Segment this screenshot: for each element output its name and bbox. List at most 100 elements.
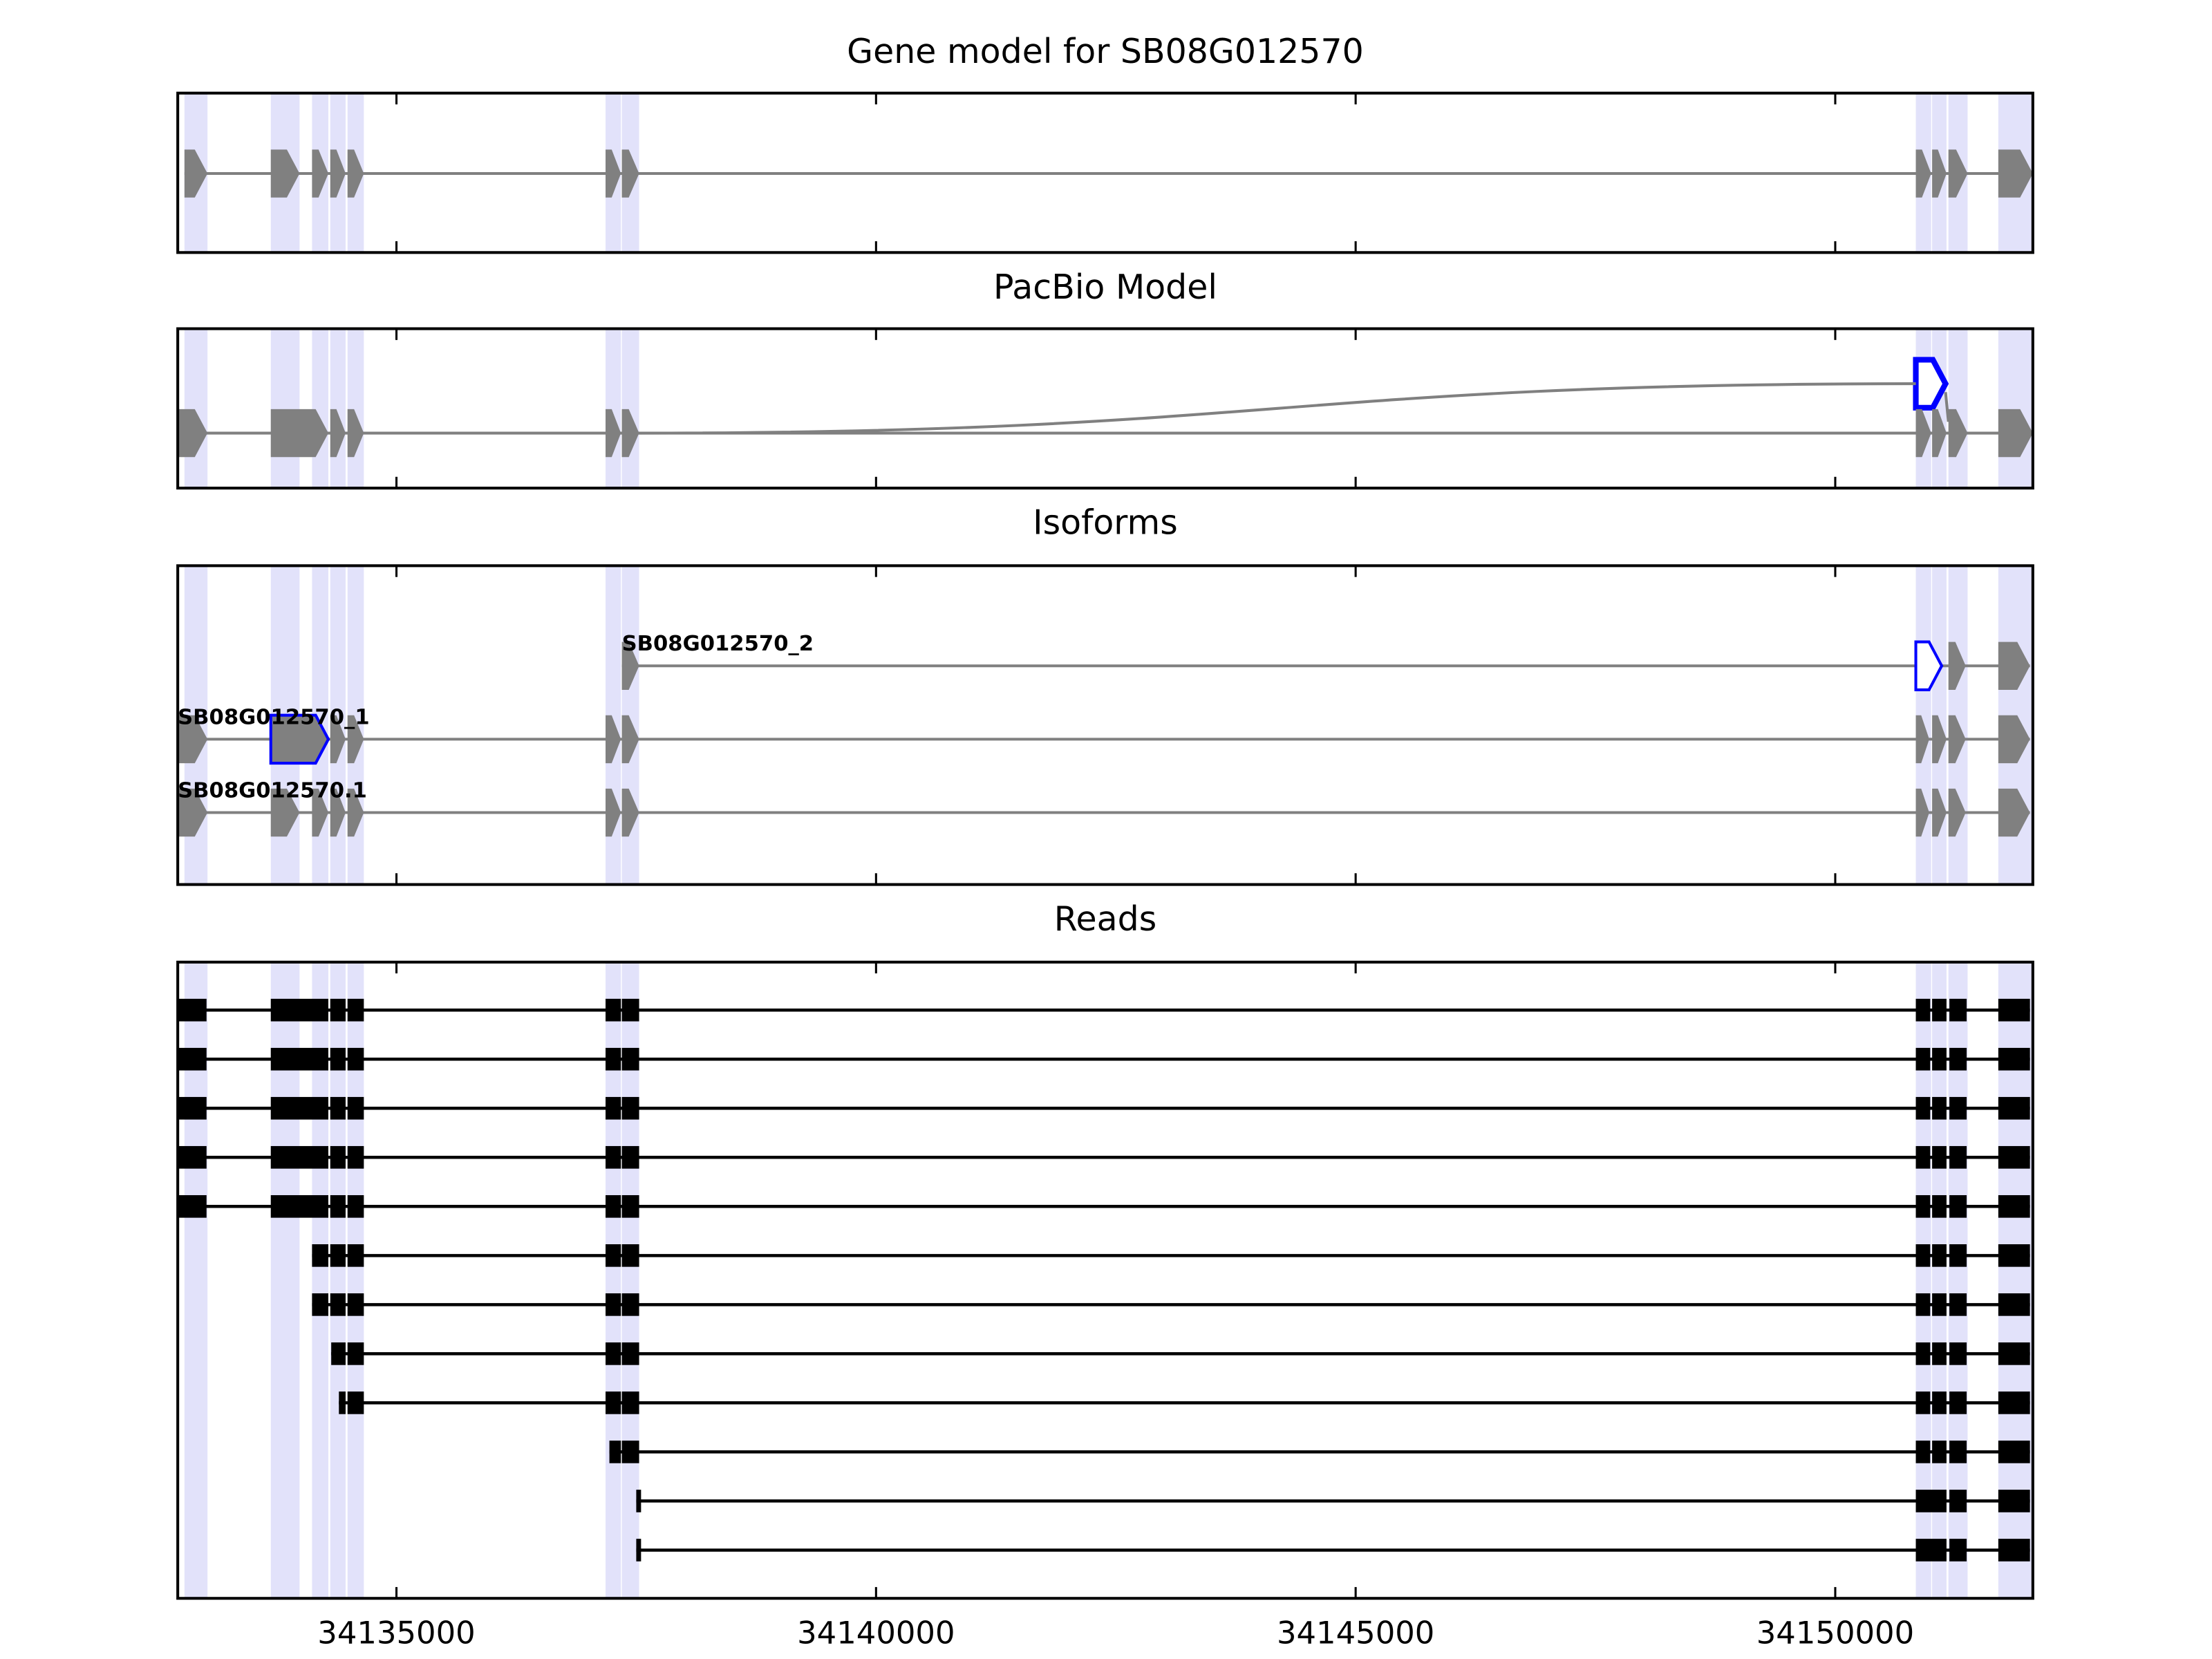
exon [347, 788, 364, 837]
exon [312, 788, 329, 837]
read-block [621, 1441, 639, 1463]
read-block [621, 1391, 639, 1414]
panel-frame [176, 91, 2034, 254]
exon [1932, 409, 1947, 458]
read-block [621, 1047, 639, 1071]
read-block [621, 1194, 639, 1218]
read-block [330, 1047, 346, 1071]
read-block [1915, 1096, 1931, 1120]
read-block [330, 1194, 346, 1218]
read-block [1915, 1539, 1947, 1562]
read-block [1998, 1293, 2030, 1316]
read-block [347, 1244, 364, 1267]
read-block [339, 1391, 346, 1414]
read-block [1932, 1293, 1947, 1316]
read-block [178, 1194, 207, 1218]
read-block [1949, 1293, 1967, 1316]
read-block [1932, 1194, 1947, 1218]
exon [270, 409, 329, 458]
isoform-label: SB08G012570.1 [178, 778, 367, 803]
read-block [621, 1244, 639, 1267]
exon-shade [1932, 962, 1947, 1599]
read-block [606, 1096, 621, 1120]
read-block [178, 1047, 207, 1071]
panel-title: PacBio Model [993, 268, 1217, 307]
read-block [1932, 1391, 1947, 1414]
read-block [1915, 1342, 1931, 1365]
exon [312, 149, 329, 198]
read-block [621, 1145, 639, 1169]
read-block [606, 1391, 621, 1414]
isoform-label: SB08G012570_2 [622, 632, 814, 656]
exon-shade [270, 328, 300, 489]
exon [178, 409, 208, 458]
read-block [636, 1539, 641, 1562]
read-block [1915, 1194, 1931, 1218]
read-block [1949, 998, 1967, 1022]
read-block [1949, 1391, 1967, 1414]
read-block [347, 1342, 364, 1365]
read-block [178, 1145, 207, 1169]
read-block [609, 1441, 621, 1463]
exon [330, 788, 346, 837]
exon [1915, 149, 1931, 198]
exon [1948, 715, 1966, 764]
read-block [270, 998, 329, 1022]
read-block [270, 1145, 329, 1169]
read-block [606, 1342, 621, 1365]
exon [330, 409, 346, 458]
exon-shade [347, 328, 364, 489]
read-block [1949, 1490, 1967, 1512]
panel-title: Gene model for SB08G012570 [847, 32, 1364, 71]
read-block [1998, 1490, 2030, 1512]
exon [347, 715, 364, 764]
read-block [1998, 1096, 2030, 1120]
exon-shade [347, 962, 364, 1599]
splice-edge [1944, 392, 1950, 422]
exon [330, 149, 346, 198]
read-block [1998, 1441, 2030, 1463]
exon [606, 409, 621, 458]
x-tick-label: 34135000 [317, 1614, 475, 1651]
read-block [270, 1096, 329, 1120]
exon [269, 713, 330, 765]
exon-shade [1998, 328, 2033, 489]
exon-shade [606, 962, 621, 1599]
read-block [330, 1244, 346, 1267]
read-block [621, 1293, 639, 1316]
read-block [1998, 1047, 2030, 1071]
read-block [621, 1342, 639, 1365]
panel-title: Isoforms [1033, 503, 1178, 543]
read-block [1998, 1391, 2030, 1414]
read-block [1932, 1145, 1947, 1169]
exon [1913, 357, 1949, 411]
exon [347, 149, 364, 198]
read-block [1949, 1244, 1967, 1267]
exon [270, 788, 300, 837]
exon [1998, 149, 2033, 198]
exon [347, 409, 364, 458]
exon-shade [184, 328, 208, 489]
read-block [606, 1047, 621, 1071]
exon-shade [312, 328, 329, 489]
read-block [347, 998, 364, 1022]
read-block [1932, 998, 1947, 1022]
read-block [1915, 1145, 1931, 1169]
exon [178, 715, 208, 764]
exon [606, 715, 621, 764]
read-block [330, 1145, 346, 1169]
exon-shade [621, 328, 639, 489]
exon [1998, 715, 2030, 764]
exon [1948, 641, 1966, 690]
read-block [347, 1145, 364, 1169]
read-block [312, 1244, 329, 1267]
exon [178, 788, 208, 837]
read-block [1932, 1342, 1947, 1365]
exon-shade [330, 962, 346, 1599]
read-block [606, 1145, 621, 1169]
exon [621, 715, 639, 764]
exon [606, 149, 621, 198]
exon-shade [312, 962, 329, 1599]
splice-edge [639, 382, 1916, 435]
exon [1915, 409, 1931, 458]
